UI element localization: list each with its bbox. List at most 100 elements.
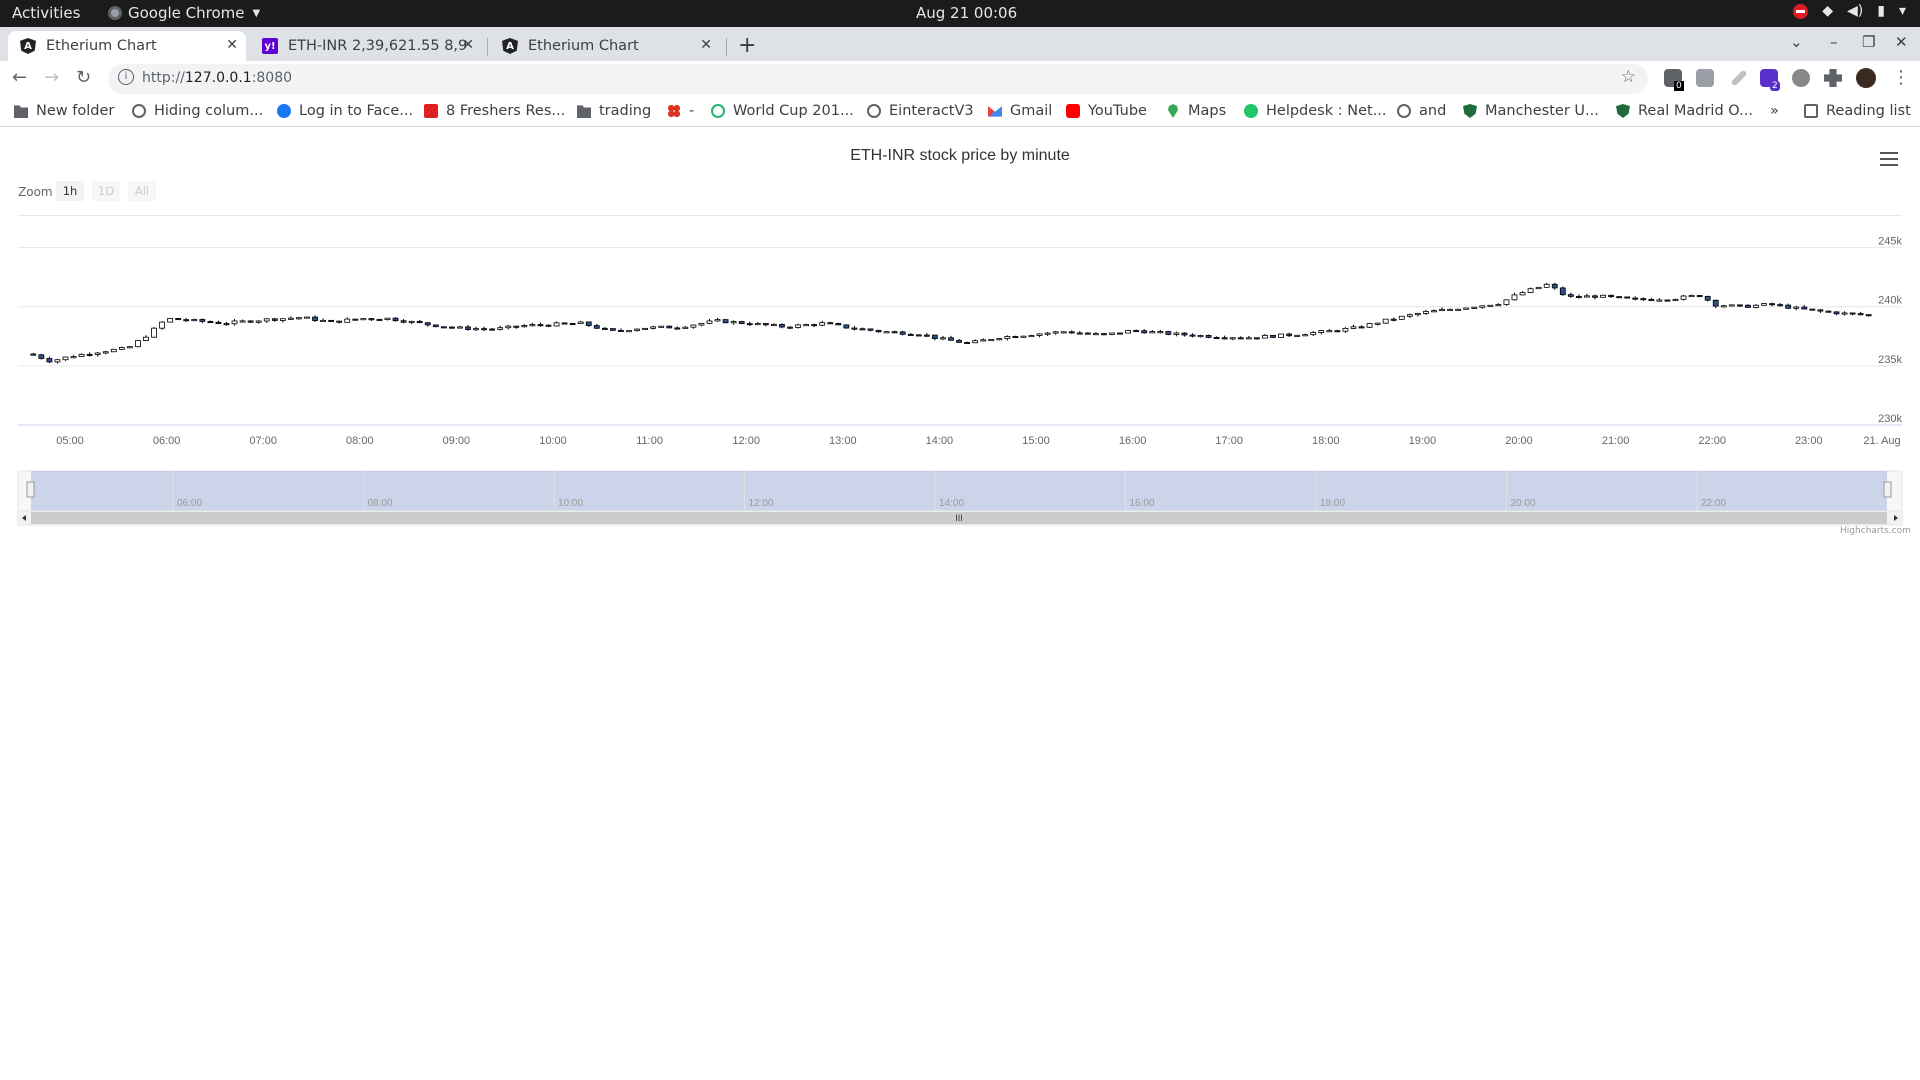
candle-body (1101, 333, 1107, 336)
candle-body (38, 354, 45, 359)
tab-etherium-chart-1[interactable]: A Etherium Chart ✕ (8, 31, 246, 61)
close-window-icon[interactable]: ✕ (1895, 33, 1908, 51)
candle-body (1076, 332, 1083, 335)
zoom-1h-button[interactable]: 1h (56, 181, 84, 201)
candle-body (1455, 308, 1462, 311)
camera-icon[interactable] (1696, 69, 1714, 87)
candle-body (344, 318, 351, 323)
folder-icon (14, 105, 28, 118)
candle-body (46, 358, 53, 363)
chart-menu-icon[interactable] (1880, 152, 1898, 166)
bookmark-youtube[interactable]: YouTube (1066, 103, 1147, 119)
bookmark-freshers[interactable]: 8 Freshers Res... (424, 103, 565, 119)
bookmark-maps[interactable]: Maps (1166, 103, 1226, 119)
activities-button[interactable]: Activities (12, 4, 81, 22)
bookmark-einteract[interactable]: EinteractV3 (867, 103, 974, 119)
bookmarks-overflow-button[interactable]: » (1770, 103, 1779, 119)
bookmark-manchester[interactable]: Manchester U... (1463, 103, 1599, 119)
bookmark-label: World Cup 201... (733, 103, 854, 119)
eyedropper-icon[interactable] (1730, 69, 1748, 87)
system-tray[interactable]: ◆ ◀) ▮ ▾ (1793, 3, 1906, 19)
close-tab-icon[interactable]: ✕ (462, 37, 474, 53)
bookmark-trading[interactable]: trading (577, 103, 651, 119)
candlestick (1189, 333, 1196, 338)
site-info-icon[interactable]: i (118, 69, 134, 85)
bookmark-and[interactable]: and (1397, 103, 1446, 119)
bookmark-hiding-columns[interactable]: Hiding colum... (132, 103, 263, 119)
candle-body (674, 327, 681, 330)
candlestick (1559, 286, 1566, 296)
candle-body (416, 320, 423, 324)
bookmark-new-folder[interactable]: New folder (14, 103, 114, 119)
address-bar[interactable]: i http://127.0.0.1:8080 ☆ (108, 64, 1648, 94)
candlestick (1173, 331, 1180, 337)
bookmark-real-madrid[interactable]: Real Madrid O... (1616, 103, 1753, 119)
zoom-1d-button[interactable]: 1D (92, 181, 120, 201)
tab-etherium-chart-2[interactable]: A Etherium Chart ✕ (490, 31, 720, 61)
reload-icon[interactable]: ↻ (76, 67, 92, 88)
candlestick (1471, 306, 1478, 310)
bookmark-label: YouTube (1088, 103, 1147, 119)
profile-avatar[interactable] (1856, 68, 1876, 88)
zoom-all-button[interactable]: All (128, 181, 156, 201)
reading-list-button[interactable]: Reading list (1804, 103, 1911, 119)
candlestick (118, 346, 125, 350)
candle-body (392, 317, 399, 322)
candle-body (497, 327, 504, 330)
candle-body (1809, 308, 1816, 311)
restore-icon[interactable]: ❐ (1862, 33, 1876, 51)
close-tab-icon[interactable]: ✕ (700, 37, 712, 53)
candle-body (577, 321, 584, 324)
new-tab-icon[interactable]: + (738, 33, 757, 58)
x-tick-label: 18:00 (1312, 435, 1340, 447)
candlestick (1728, 304, 1735, 307)
candle-body (859, 328, 866, 331)
candle-body (352, 318, 359, 321)
candle-body (1060, 331, 1067, 334)
candle-body (440, 326, 447, 329)
candle-body (1423, 311, 1429, 314)
bookmark-label: and (1419, 103, 1447, 119)
y-tick-label: 235k (1878, 354, 1902, 366)
candlestick (1487, 304, 1494, 307)
tab-search-icon[interactable]: ⌄ (1790, 33, 1803, 51)
candlestick (1197, 334, 1204, 338)
candle-body (819, 322, 826, 326)
bookmark-dash[interactable]: - (667, 103, 694, 119)
back-icon[interactable]: ← (12, 67, 28, 88)
candlestick (521, 324, 528, 328)
app-menu[interactable]: Google Chrome ▼ (108, 4, 260, 22)
candle-body (368, 318, 375, 321)
highcharts-credits[interactable]: Highcharts.com (1840, 526, 1911, 536)
candle-body (1205, 335, 1212, 338)
reading-list-icon (1804, 104, 1818, 118)
candlestick (1495, 303, 1502, 307)
bookmark-helpdesk[interactable]: Helpdesk : Net... (1244, 103, 1387, 119)
candle-body (1334, 330, 1341, 333)
more-options-icon[interactable]: ⋮ (1892, 67, 1910, 88)
candle-body (545, 324, 552, 327)
bookmark-facebook[interactable]: Log in to Face... (277, 103, 413, 119)
tab-eth-inr[interactable]: y! ETH-INR 2,39,621.55 8,915 ✕ (250, 31, 482, 61)
bookmark-gmail[interactable]: Gmail (988, 103, 1052, 119)
close-tab-icon[interactable]: ✕ (226, 37, 238, 53)
candle-body (457, 326, 463, 329)
url-text[interactable]: http://127.0.0.1:8080 (142, 70, 293, 86)
bookmark-label: Log in to Face... (299, 103, 414, 119)
candlestick (191, 318, 198, 322)
candlestick (1036, 333, 1043, 338)
clock[interactable]: Aug 21 00:06 (916, 4, 1018, 22)
extensions-puzzle-icon[interactable] (1824, 69, 1842, 87)
candlestick (328, 319, 335, 322)
candlestick (1181, 332, 1188, 337)
candlestick (867, 328, 874, 332)
candle-body (650, 326, 657, 329)
navigator-tick-label: 12:00 (749, 498, 774, 509)
forward-icon[interactable]: → (44, 67, 60, 88)
minimize-icon[interactable]: – (1830, 33, 1838, 51)
candle-body (255, 320, 262, 323)
dark-mode-icon[interactable] (1792, 69, 1810, 87)
candle-body (1503, 299, 1510, 305)
bookmark-world-cup[interactable]: World Cup 201... (711, 103, 854, 119)
bookmark-star-icon[interactable]: ☆ (1620, 67, 1636, 87)
